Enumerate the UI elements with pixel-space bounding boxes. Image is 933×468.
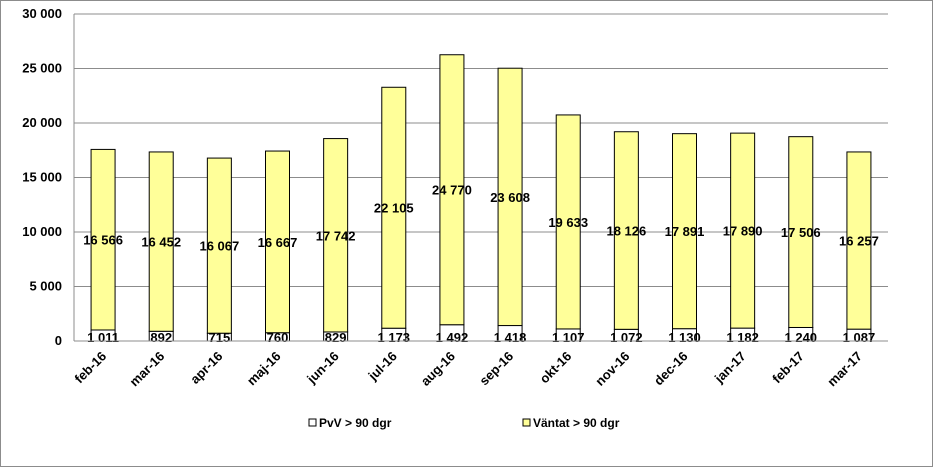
data-label-vantat: 16 452 xyxy=(141,235,181,250)
data-label-vantat: 16 667 xyxy=(258,235,298,250)
legend-label: Väntat > 90 dgr xyxy=(533,416,620,430)
y-tick-label: 15 000 xyxy=(22,170,62,185)
data-label-pvv: 715 xyxy=(209,330,231,345)
x-tick-label: sep-16 xyxy=(476,349,516,389)
x-tick-label: nov-16 xyxy=(592,349,632,389)
data-label-pvv: 1 011 xyxy=(87,330,119,345)
data-label-pvv: 1 130 xyxy=(668,330,701,345)
data-label-vantat: 16 067 xyxy=(199,239,239,254)
bar-vantat xyxy=(323,138,349,333)
bar-vantat xyxy=(90,148,116,331)
x-tick-label: apr-16 xyxy=(187,349,225,387)
bar-vantat xyxy=(555,114,581,330)
data-label-pvv: 1 087 xyxy=(843,330,876,345)
data-label-pvv: 1 418 xyxy=(494,330,527,345)
bar-vantat xyxy=(265,150,290,334)
bar-vantat xyxy=(497,67,523,327)
data-label-pvv: 1 173 xyxy=(378,330,411,345)
data-label-vantat: 18 126 xyxy=(606,224,646,239)
data-label-pvv: 1 492 xyxy=(436,330,469,345)
x-tick-label: mar-17 xyxy=(824,349,865,390)
bar-vantat xyxy=(613,131,639,330)
bar-vantat xyxy=(206,157,232,334)
y-tick-label: 20 000 xyxy=(22,115,62,130)
bar-vantat xyxy=(788,136,814,328)
data-label-vantat: 16 566 xyxy=(83,233,123,248)
x-tick-label: okt-16 xyxy=(537,349,575,387)
legend-label: PvV > 90 dgr xyxy=(319,416,392,430)
y-tick-label: 0 xyxy=(55,333,62,348)
bar-vantat xyxy=(846,151,872,330)
bar-vantat xyxy=(381,86,407,329)
x-tick-label: feb-16 xyxy=(72,349,110,387)
bar-vantat xyxy=(672,133,697,330)
y-tick-label: 30 000 xyxy=(22,6,62,21)
data-label-pvv: 760 xyxy=(267,330,289,345)
data-label-pvv: 1 240 xyxy=(785,330,818,345)
bar-vantat xyxy=(439,54,465,326)
bar-vantat xyxy=(730,132,756,329)
x-tick-label: jul-16 xyxy=(365,349,400,384)
y-tick-label: 10 000 xyxy=(22,224,62,239)
legend-swatch xyxy=(522,418,531,427)
y-tick-label: 5 000 xyxy=(29,279,62,294)
data-label-vantat: 17 891 xyxy=(665,224,705,239)
data-label-pvv: 1 182 xyxy=(726,330,759,345)
data-label-vantat: 17 506 xyxy=(781,225,821,240)
bar-vantat xyxy=(148,151,174,332)
x-tick-label: dec-16 xyxy=(651,349,691,389)
x-tick-label: jun-16 xyxy=(303,349,341,387)
data-label-pvv: 892 xyxy=(150,330,172,345)
legend-swatch xyxy=(308,418,317,427)
data-label-vantat: 19 633 xyxy=(548,215,588,230)
data-label-vantat: 24 770 xyxy=(432,183,472,198)
data-label-vantat: 22 105 xyxy=(374,201,414,216)
data-label-pvv: 1 107 xyxy=(552,330,585,345)
y-tick-label: 25 000 xyxy=(22,61,62,76)
data-label-pvv: 829 xyxy=(325,330,347,345)
x-tick-label: aug-16 xyxy=(418,349,458,389)
x-tick-label: maj-16 xyxy=(244,349,284,389)
x-tick-label: jan-17 xyxy=(711,349,749,387)
data-label-pvv: 1 072 xyxy=(610,330,643,345)
data-label-vantat: 16 257 xyxy=(839,234,879,249)
x-tick-label: feb-17 xyxy=(769,349,807,387)
data-label-vantat: 17 890 xyxy=(723,224,763,239)
data-label-vantat: 23 608 xyxy=(490,190,530,205)
x-tick-label: mar-16 xyxy=(127,349,168,390)
data-label-vantat: 17 742 xyxy=(316,228,356,243)
